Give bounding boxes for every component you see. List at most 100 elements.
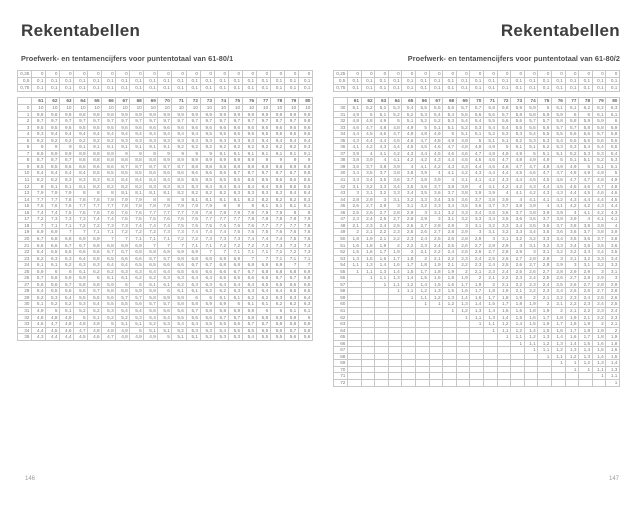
grade-cell: 0,1 (414, 77, 430, 85)
grade-cell: 7,1 (255, 248, 271, 256)
errors-label-cell: 52 (333, 248, 348, 256)
grade-cell: 6,9 (30, 228, 47, 236)
table-row: 55 1 1,1 1,3 1,4 1,5 1,7 1,8 1,9 2 2,1 2,3 2,4 2,5 2,6… (333, 267, 620, 276)
grade-cell: 4,9 (605, 176, 620, 184)
grade-cell: 8,8 (269, 162, 285, 171)
grade-cell: 8,5 (45, 162, 61, 171)
grade-cell: 8,5 (297, 182, 314, 191)
grade-cell: 0 (73, 70, 89, 78)
grade-cell (496, 379, 512, 387)
grade-cell: 8,9 (297, 162, 314, 171)
grade-cell: 7,2 (269, 248, 285, 256)
table-row: 15 7,5 7,6 7,6 7,7 7,7 7,7 7,8 7,8 7,8 7,9 7,9 7,9 7,… (17, 202, 314, 210)
grade-cell: 0,1 (510, 84, 525, 92)
total-header-cell: 67 (428, 97, 444, 105)
errors-label-cell: 42 (333, 182, 348, 191)
grade-cell: 0 (510, 70, 525, 78)
grade-cell: 5,5 (269, 333, 285, 341)
grade-cell: 5,6 (283, 333, 299, 341)
grade-cell: 0,1 (255, 77, 271, 85)
errors-label-cell: 43 (333, 189, 348, 197)
grade-cell: 0,1 (442, 77, 457, 85)
grade-cell: 0,1 (241, 77, 257, 85)
total-header-cell: 80 (297, 97, 314, 105)
page-subtitle: Proefwerk- en tentamencijfers voor punte… (21, 54, 234, 63)
grade-cell: 9,5 (255, 130, 271, 138)
errors-label-cell: 0,75 (333, 84, 348, 92)
grade-cell: 0,1 (428, 84, 444, 92)
grade-cell: 0,1 (101, 77, 117, 85)
total-header-cell: 63 (374, 97, 389, 105)
total-header-cell: 62 (45, 97, 61, 105)
grade-cell: 0,1 (550, 84, 566, 92)
grade-cell: 7,5 (297, 234, 314, 243)
grade-cell: 9,5 (45, 123, 61, 132)
grade-cell: 4,5 (605, 195, 620, 204)
grade-cell: 0,1 (269, 77, 285, 85)
grade-cell: 9,4 (297, 136, 314, 145)
page-left: Rekentabellen Proefwerk- en tentamencijf… (17, 0, 314, 507)
grade-table: 61 62 63 64 65 66 67 68 69 70 71 72 73 74 75 76 77 78 79 80… (17, 97, 314, 341)
errors-label-cell: 51 (333, 241, 348, 249)
grade-cell (591, 379, 607, 387)
fraction-deduction-table: 0,25 0 0 0 0 0 0 0 0 0 0 0 0 0 0 0 0 0 0 0 0 0,5 0,1 0,1 0,1 0,1 0… (17, 70, 314, 92)
grade-cell: 0 (428, 70, 444, 78)
grade-cell: 0,1 (360, 77, 376, 85)
table-row: 56 1 1,1 1,3 1,4 1,5 1,6 1,8 1,9 2 2,1 2,2 2,3 2,4 2,5… (333, 274, 620, 282)
page-right: Rekentabellen Proefwerk- en tentamencijf… (333, 0, 620, 507)
errors-label-cell: 35 (333, 136, 348, 145)
grade-cell: 0,1 (45, 84, 61, 92)
grade-cell: 0,1 (482, 84, 498, 92)
grade-cell: 9,2 (255, 143, 271, 151)
grade-cell: 9,4 (255, 136, 271, 145)
total-header-cell: 65 (87, 97, 103, 105)
grade-cell: 0,1 (87, 77, 103, 85)
grade-cell: 8,1 (297, 202, 314, 210)
grade-cell: 4,4 (45, 333, 61, 341)
grade-cell (564, 379, 580, 387)
grade-cell: 0,1 (537, 77, 552, 85)
grade-cell: 5,2 (199, 333, 215, 341)
grade-cell: 0,1 (73, 84, 89, 92)
errors-label-cell: 0,25 (333, 70, 348, 78)
grade-cell (387, 379, 403, 387)
grade-cell: 0 (537, 70, 552, 78)
grade-cell: 7 (30, 221, 47, 230)
table-row: 40 3,4 3,5 3,7 3,8 3,8 3,9 4 4,1 4,2 4,3 4,4 4,4 4,5 4… (333, 169, 620, 177)
table-row: 66 1 1,1 1,2 1,3 1,4 1,5 1,6 1,8 (333, 339, 620, 348)
table-row: 37 3,9 4 4,1 4,2 4,3 4,4 4,5 4,6 4,6 4,7 4,8 4,9 4,9 5… (333, 149, 620, 158)
table-row: 49 2 2,1 2,2 2,3 2,5 2,6 2,7 2,8 2,9 3 3,1 3,2 3,3 3,4… (333, 228, 620, 236)
total-header-cell: 70 (157, 97, 173, 105)
grade-cell: 6,9 (45, 228, 61, 236)
table-row: 50 1,8 1,9 2,1 2,2 2,3 2,4 2,5 2,6 2,8 2,9 3 3,1 3,2 3… (333, 234, 620, 243)
grade-cell: 0,1 (115, 84, 131, 92)
table-row: 14 7,7 7,7 7,8 7,8 7,8 7,9 7,9 7,9 8 8 8 8,1 8,1 8,1 8,… (17, 195, 314, 204)
grade-cell: 0,1 (591, 84, 607, 92)
table-row: 39 3,6 3,7 3,8 3,9 4 4,1 4,2 4,3 4,3 4,4 4,5 4,6 4,7 4… (333, 162, 620, 171)
grade-cell (347, 379, 362, 387)
grade-cell: 0,1 (455, 84, 471, 92)
grade-cell: 0,1 (171, 84, 187, 92)
grade-cell: 0,1 (157, 77, 173, 85)
grade-cell (510, 379, 525, 387)
grade-cell: 0,1 (129, 84, 145, 92)
grade-cell: 0 (374, 70, 389, 78)
grade-cell: 0,1 (199, 77, 215, 85)
grade-cell (374, 379, 389, 387)
grade-cell: 0 (564, 70, 580, 78)
grade-cell: 0,1 (101, 84, 117, 92)
grade-cell: 4,6 (87, 333, 103, 341)
grade-cell: 0,1 (283, 84, 299, 92)
total-header-cell: 78 (269, 97, 285, 105)
grade-cell (414, 379, 430, 387)
total-header-cell: 78 (578, 97, 593, 105)
grade-cell: 0,1 (143, 77, 159, 85)
grade-cell: 0,1 (143, 84, 159, 92)
grade-cell: 8,2 (269, 195, 285, 204)
total-header-cell: 64 (387, 97, 403, 105)
grade-cell: 0 (185, 70, 201, 78)
grade-cell: 0,1 (374, 77, 389, 85)
grade-cell: 0,1 (45, 77, 61, 85)
table-row: 36 4,1 4,2 4,3 4,4 4,5 4,5 4,6 4,7 4,8 4,9 4,9 5 5,1 5… (333, 143, 620, 151)
grade-cell (469, 379, 484, 387)
